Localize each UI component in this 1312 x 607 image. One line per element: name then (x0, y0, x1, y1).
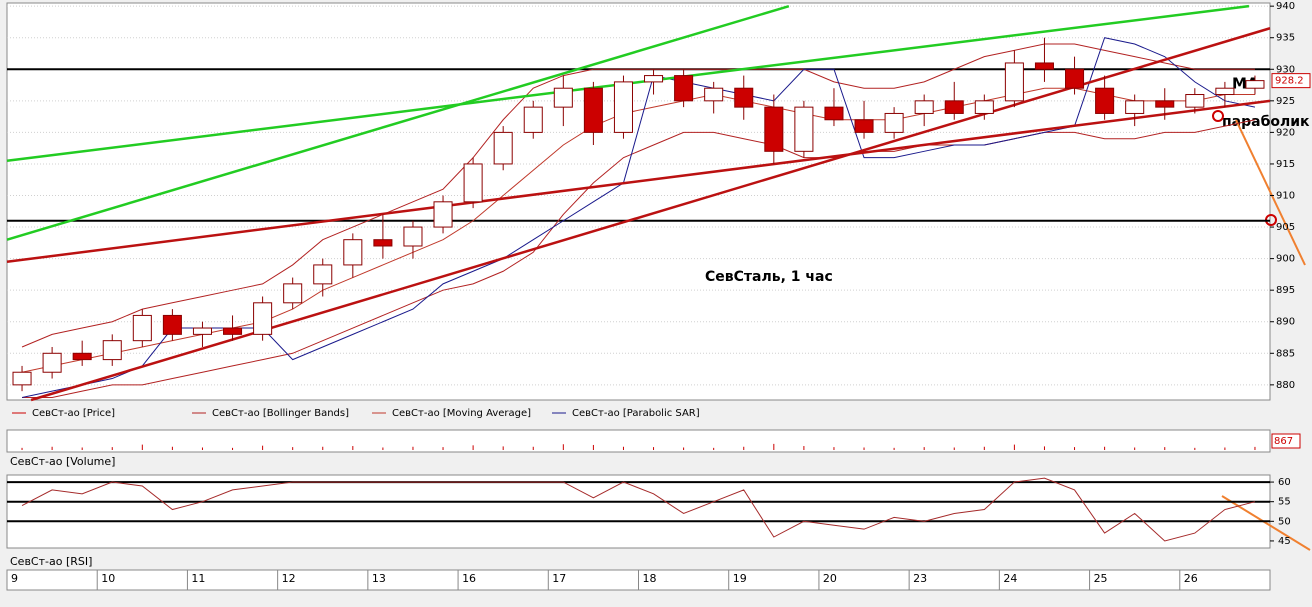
x-tick-label: 12 (282, 572, 296, 585)
candle-body (12, 371, 32, 386)
trend-line (30, 27, 1271, 402)
candle-body (343, 239, 363, 266)
legend-label: СевСт-ао [Parabolic SAR] (572, 408, 700, 419)
last-volume-label: 867 (1274, 436, 1293, 447)
y-tick-label: 940 (1276, 1, 1295, 12)
y-tick-label: 890 (1276, 317, 1295, 328)
x-tick-label: 23 (913, 572, 927, 585)
candle-body (523, 106, 543, 133)
rsi-line (21, 477, 1256, 542)
candle-body (223, 327, 243, 335)
candle-body (974, 100, 994, 114)
y-tick-label: 55 (1278, 497, 1291, 508)
candle-body (644, 75, 664, 83)
candle-body (674, 75, 694, 102)
candle-body (463, 163, 483, 203)
volume-panel (6, 429, 1271, 453)
arrow (1221, 495, 1311, 551)
x-tick-label: 19 (733, 572, 747, 585)
x-tick-label: 11 (191, 572, 205, 585)
rsi-panel (6, 474, 1271, 549)
candle-body (1125, 100, 1145, 114)
y-tick-label: 920 (1276, 127, 1295, 138)
price-panel (6, 2, 1271, 401)
y-tick-label: 900 (1276, 254, 1295, 265)
candle-body (102, 340, 122, 361)
candle-body (433, 201, 453, 228)
candle-body (42, 352, 62, 373)
candle-body (283, 283, 303, 304)
y-tick-label: 885 (1276, 348, 1295, 359)
x-tick-label: 17 (552, 572, 566, 585)
x-tick-label: 16 (462, 572, 476, 585)
candle-body (1215, 87, 1235, 96)
y-tick-label: 45 (1278, 536, 1291, 547)
candle-body (764, 106, 784, 152)
candle-body (313, 264, 333, 285)
y-tick-label: 935 (1276, 33, 1295, 44)
candle-body (914, 100, 934, 114)
candle-body (493, 131, 513, 165)
sar-marker (1212, 110, 1224, 122)
last-volume-box (1271, 433, 1301, 449)
candle-body (704, 87, 724, 102)
bollinger-upper (21, 43, 1255, 348)
x-tick-label: 13 (372, 572, 386, 585)
candle-body (192, 327, 212, 335)
annotation: параболик (1222, 114, 1310, 130)
y-tick-label: 895 (1276, 285, 1295, 296)
candle-body (553, 87, 573, 108)
candle-body (1065, 68, 1085, 89)
candle-body (1034, 62, 1054, 70)
candle-body (1004, 62, 1024, 102)
trend-line (6, 4, 790, 241)
y-tick-label: 925 (1276, 96, 1295, 107)
x-tick-label: 10 (101, 572, 115, 585)
candle-body (1155, 100, 1175, 108)
y-tick-label: 50 (1278, 516, 1291, 527)
y-tick-label: 930 (1276, 64, 1295, 75)
candle-body (583, 87, 603, 133)
candle-body (884, 112, 904, 133)
legend-label: СевСт-ао [Bollinger Bands] (212, 408, 349, 419)
candle-body (944, 100, 964, 114)
last-price-box (1271, 73, 1311, 89)
trend-line (6, 99, 1271, 264)
x-tick-label: 26 (1184, 572, 1198, 585)
chart-title: СевСталь, 1 час (705, 269, 833, 285)
candle-body (1185, 94, 1205, 108)
x-tick-label: 24 (1003, 572, 1017, 585)
candle-body (613, 81, 633, 133)
bollinger-lower (22, 119, 1256, 398)
x-tick-label: 25 (1094, 572, 1108, 585)
arrow (1235, 119, 1306, 266)
last-price-label: 928.2 (1275, 76, 1304, 87)
legend-label: СевСт-ао [Price] (32, 408, 115, 419)
panel-label: СевСт-ао [Volume] (10, 455, 115, 468)
candle-body (824, 106, 844, 121)
candle-body (1095, 87, 1115, 114)
candle-body (794, 106, 814, 152)
candle-body (1245, 80, 1265, 89)
y-tick-label: 880 (1276, 380, 1295, 391)
y-tick-label: 60 (1278, 477, 1291, 488)
candle-body (403, 226, 423, 247)
candle-body (162, 314, 182, 335)
candle-body (253, 302, 273, 335)
legend-label: СевСт-ао [Moving Average] (392, 408, 531, 419)
y-tick-label: 915 (1276, 159, 1295, 170)
candle-body (132, 314, 152, 342)
candle-body (854, 119, 874, 133)
candle-body (72, 352, 92, 361)
y-tick-label: 905 (1276, 222, 1295, 233)
y-tick-label: 910 (1276, 191, 1295, 202)
x-tick-label: 18 (643, 572, 657, 585)
candle-body (734, 87, 754, 108)
x-tick-label: 20 (823, 572, 837, 585)
panel-label: СевСт-ао [RSI] (10, 555, 92, 568)
candle-body (373, 239, 393, 247)
x-tick-label: 9 (11, 572, 18, 585)
